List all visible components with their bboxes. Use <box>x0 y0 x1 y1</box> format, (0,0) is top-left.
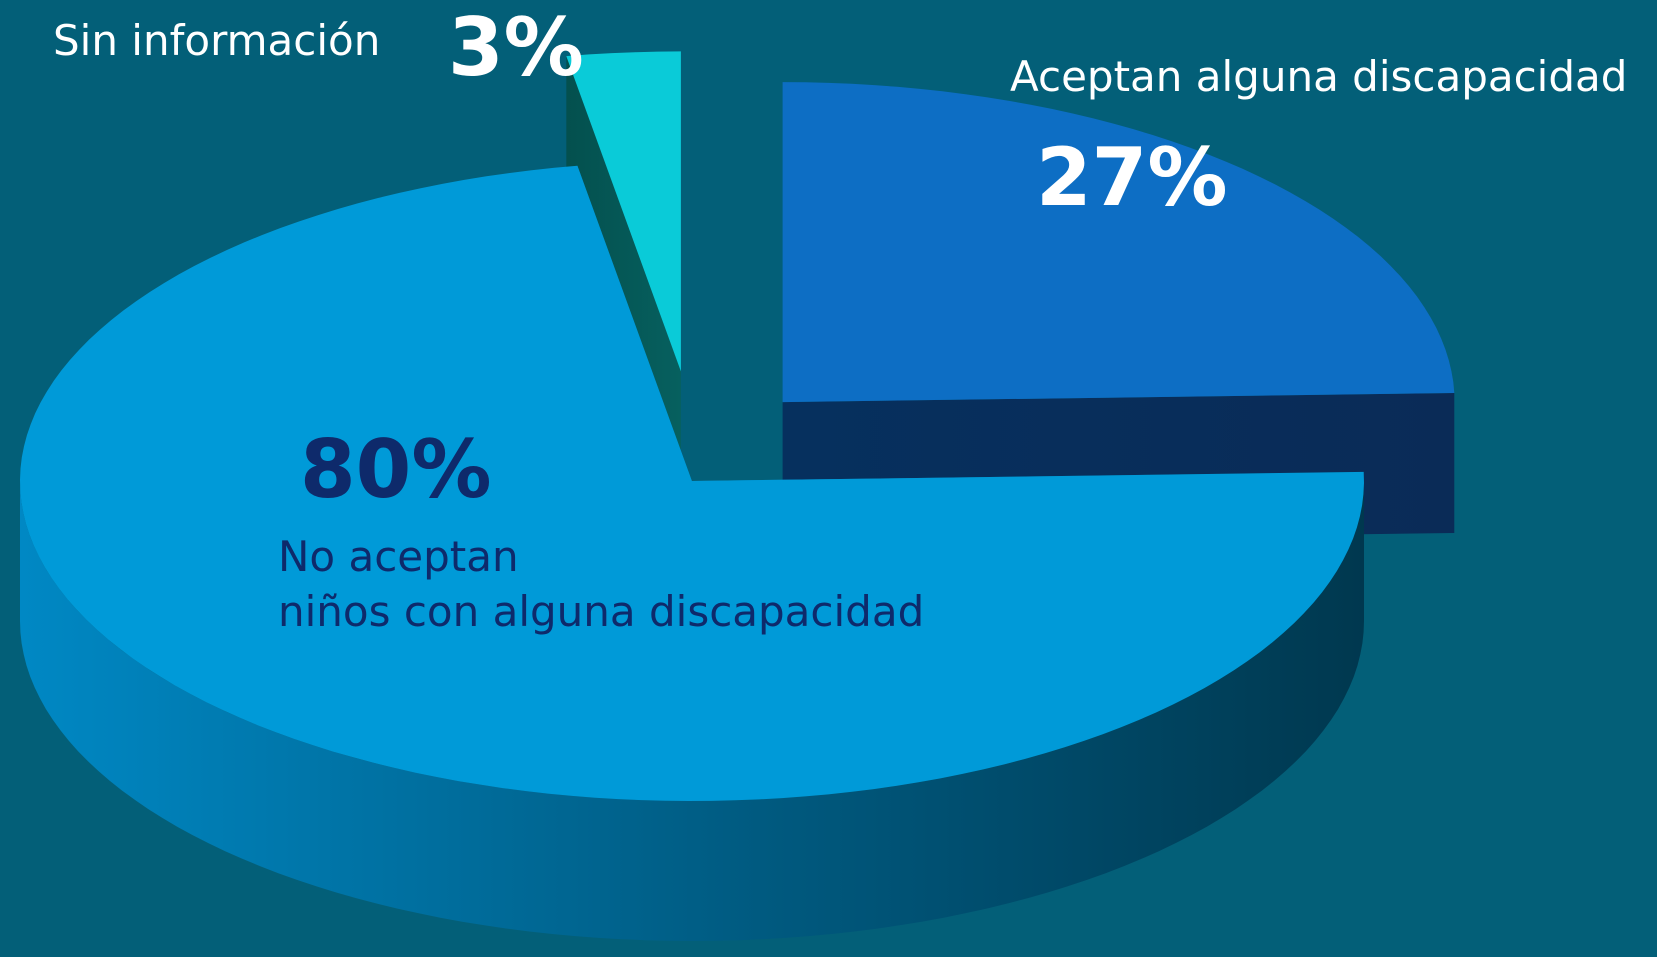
slice <box>782 82 1455 403</box>
value-label: 3% <box>448 1 584 94</box>
category-label: No aceptan niños con alguna discapacidad <box>278 532 925 636</box>
category-label: Sin información <box>53 16 381 65</box>
value-label: 27% <box>1036 131 1228 224</box>
slice-side <box>20 481 1364 941</box>
category-label: Aceptan alguna discapacidad <box>1010 52 1628 101</box>
value-label: 80% <box>300 423 492 516</box>
slice <box>566 51 681 372</box>
slice <box>20 165 1364 801</box>
